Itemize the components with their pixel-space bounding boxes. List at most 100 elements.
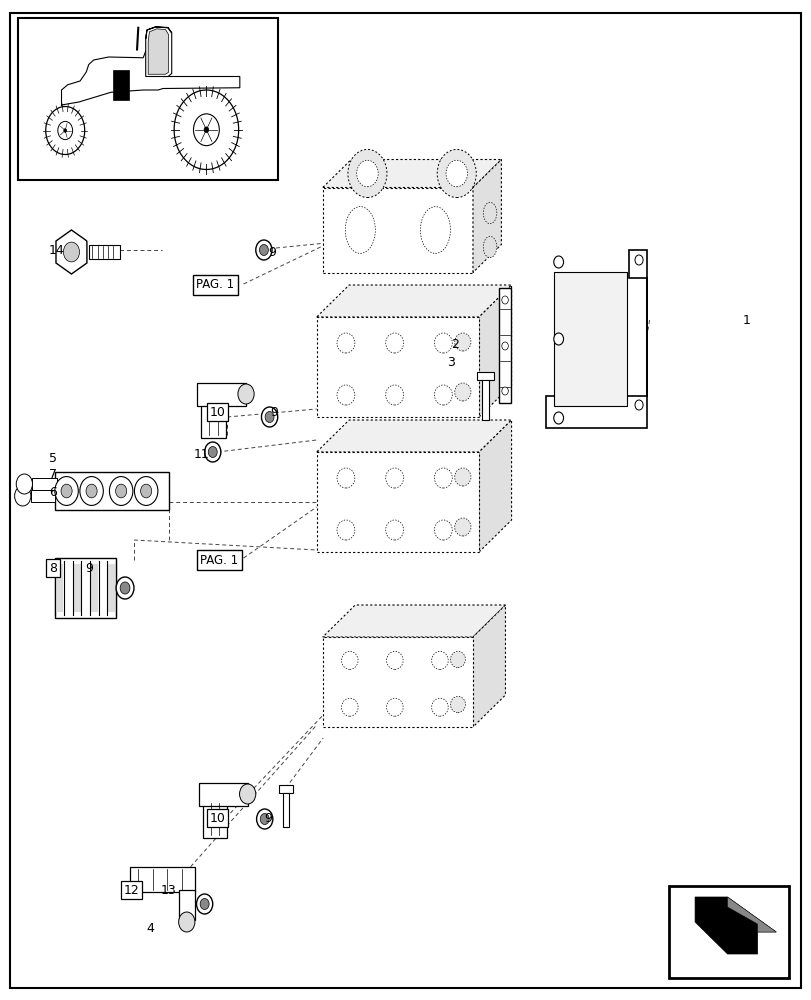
Ellipse shape bbox=[385, 333, 403, 353]
Circle shape bbox=[200, 898, 209, 910]
Text: 9: 9 bbox=[268, 245, 276, 258]
Text: 7: 7 bbox=[49, 468, 57, 482]
Text: 13: 13 bbox=[161, 884, 177, 896]
Polygon shape bbox=[482, 380, 488, 420]
Polygon shape bbox=[62, 49, 239, 106]
Polygon shape bbox=[174, 90, 238, 169]
Circle shape bbox=[445, 160, 467, 187]
Polygon shape bbox=[91, 564, 98, 612]
Polygon shape bbox=[316, 420, 511, 452]
Ellipse shape bbox=[454, 468, 470, 486]
Bar bbox=[668, 886, 788, 978]
Ellipse shape bbox=[450, 696, 465, 713]
Circle shape bbox=[63, 242, 79, 262]
Circle shape bbox=[64, 129, 67, 132]
Circle shape bbox=[239, 784, 255, 804]
Polygon shape bbox=[478, 285, 511, 417]
Text: 9: 9 bbox=[270, 406, 278, 418]
Polygon shape bbox=[201, 393, 225, 438]
Polygon shape bbox=[65, 564, 71, 612]
Circle shape bbox=[261, 407, 277, 427]
Ellipse shape bbox=[434, 468, 452, 488]
Polygon shape bbox=[56, 230, 87, 274]
Polygon shape bbox=[322, 188, 472, 272]
Text: 2: 2 bbox=[450, 338, 458, 352]
Circle shape bbox=[16, 474, 32, 494]
Circle shape bbox=[260, 814, 268, 824]
Ellipse shape bbox=[431, 698, 448, 716]
Ellipse shape bbox=[345, 207, 375, 253]
Circle shape bbox=[256, 809, 272, 829]
Polygon shape bbox=[478, 420, 511, 552]
Bar bbox=[18, 18, 277, 180]
Bar bbox=[113, 70, 129, 100]
Polygon shape bbox=[545, 250, 646, 428]
Text: 9: 9 bbox=[85, 562, 93, 574]
Polygon shape bbox=[55, 472, 169, 510]
Ellipse shape bbox=[386, 698, 402, 716]
Circle shape bbox=[115, 484, 127, 498]
Text: 3: 3 bbox=[447, 356, 455, 368]
Text: PAG. 1: PAG. 1 bbox=[196, 278, 234, 292]
Circle shape bbox=[208, 446, 217, 458]
Polygon shape bbox=[148, 29, 169, 74]
Circle shape bbox=[55, 477, 78, 505]
Circle shape bbox=[501, 387, 508, 395]
Ellipse shape bbox=[454, 383, 470, 401]
Polygon shape bbox=[32, 478, 57, 490]
Polygon shape bbox=[108, 564, 115, 612]
Ellipse shape bbox=[386, 651, 402, 669]
Circle shape bbox=[238, 384, 254, 404]
Ellipse shape bbox=[337, 385, 354, 405]
Polygon shape bbox=[145, 27, 171, 39]
Polygon shape bbox=[145, 27, 171, 77]
Ellipse shape bbox=[483, 236, 496, 258]
Text: 6: 6 bbox=[49, 486, 57, 498]
Polygon shape bbox=[73, 564, 80, 612]
Polygon shape bbox=[203, 793, 227, 838]
Circle shape bbox=[264, 412, 274, 422]
Polygon shape bbox=[472, 605, 504, 727]
Ellipse shape bbox=[434, 520, 452, 540]
Polygon shape bbox=[278, 785, 293, 793]
Bar bbox=[89, 245, 120, 259]
Polygon shape bbox=[56, 564, 63, 612]
Ellipse shape bbox=[454, 518, 470, 536]
Circle shape bbox=[356, 160, 378, 187]
Ellipse shape bbox=[450, 651, 465, 668]
Ellipse shape bbox=[337, 468, 354, 488]
Polygon shape bbox=[316, 452, 478, 552]
Bar bbox=[499, 288, 510, 403]
Circle shape bbox=[58, 121, 72, 140]
Polygon shape bbox=[472, 159, 501, 272]
Text: 9: 9 bbox=[264, 812, 272, 824]
Circle shape bbox=[634, 255, 642, 265]
Ellipse shape bbox=[341, 698, 358, 716]
Circle shape bbox=[259, 244, 268, 255]
Text: 5: 5 bbox=[49, 452, 57, 464]
Circle shape bbox=[15, 486, 31, 506]
Polygon shape bbox=[197, 383, 246, 406]
Polygon shape bbox=[322, 605, 504, 637]
Text: 14: 14 bbox=[49, 243, 65, 256]
Circle shape bbox=[193, 114, 219, 146]
Polygon shape bbox=[316, 285, 511, 317]
Circle shape bbox=[436, 149, 476, 198]
Text: 1: 1 bbox=[742, 314, 750, 326]
Polygon shape bbox=[45, 107, 84, 154]
Circle shape bbox=[553, 256, 563, 268]
Text: 10: 10 bbox=[209, 406, 225, 418]
Text: PAG. 1: PAG. 1 bbox=[200, 554, 238, 566]
Polygon shape bbox=[55, 558, 116, 618]
Polygon shape bbox=[178, 890, 195, 920]
Circle shape bbox=[135, 477, 157, 505]
Polygon shape bbox=[31, 490, 55, 502]
Circle shape bbox=[196, 894, 212, 914]
Text: 10: 10 bbox=[209, 812, 225, 824]
Polygon shape bbox=[553, 272, 626, 406]
Polygon shape bbox=[477, 372, 493, 380]
Circle shape bbox=[634, 400, 642, 410]
Circle shape bbox=[61, 484, 72, 498]
Circle shape bbox=[255, 240, 272, 260]
Polygon shape bbox=[322, 637, 472, 727]
